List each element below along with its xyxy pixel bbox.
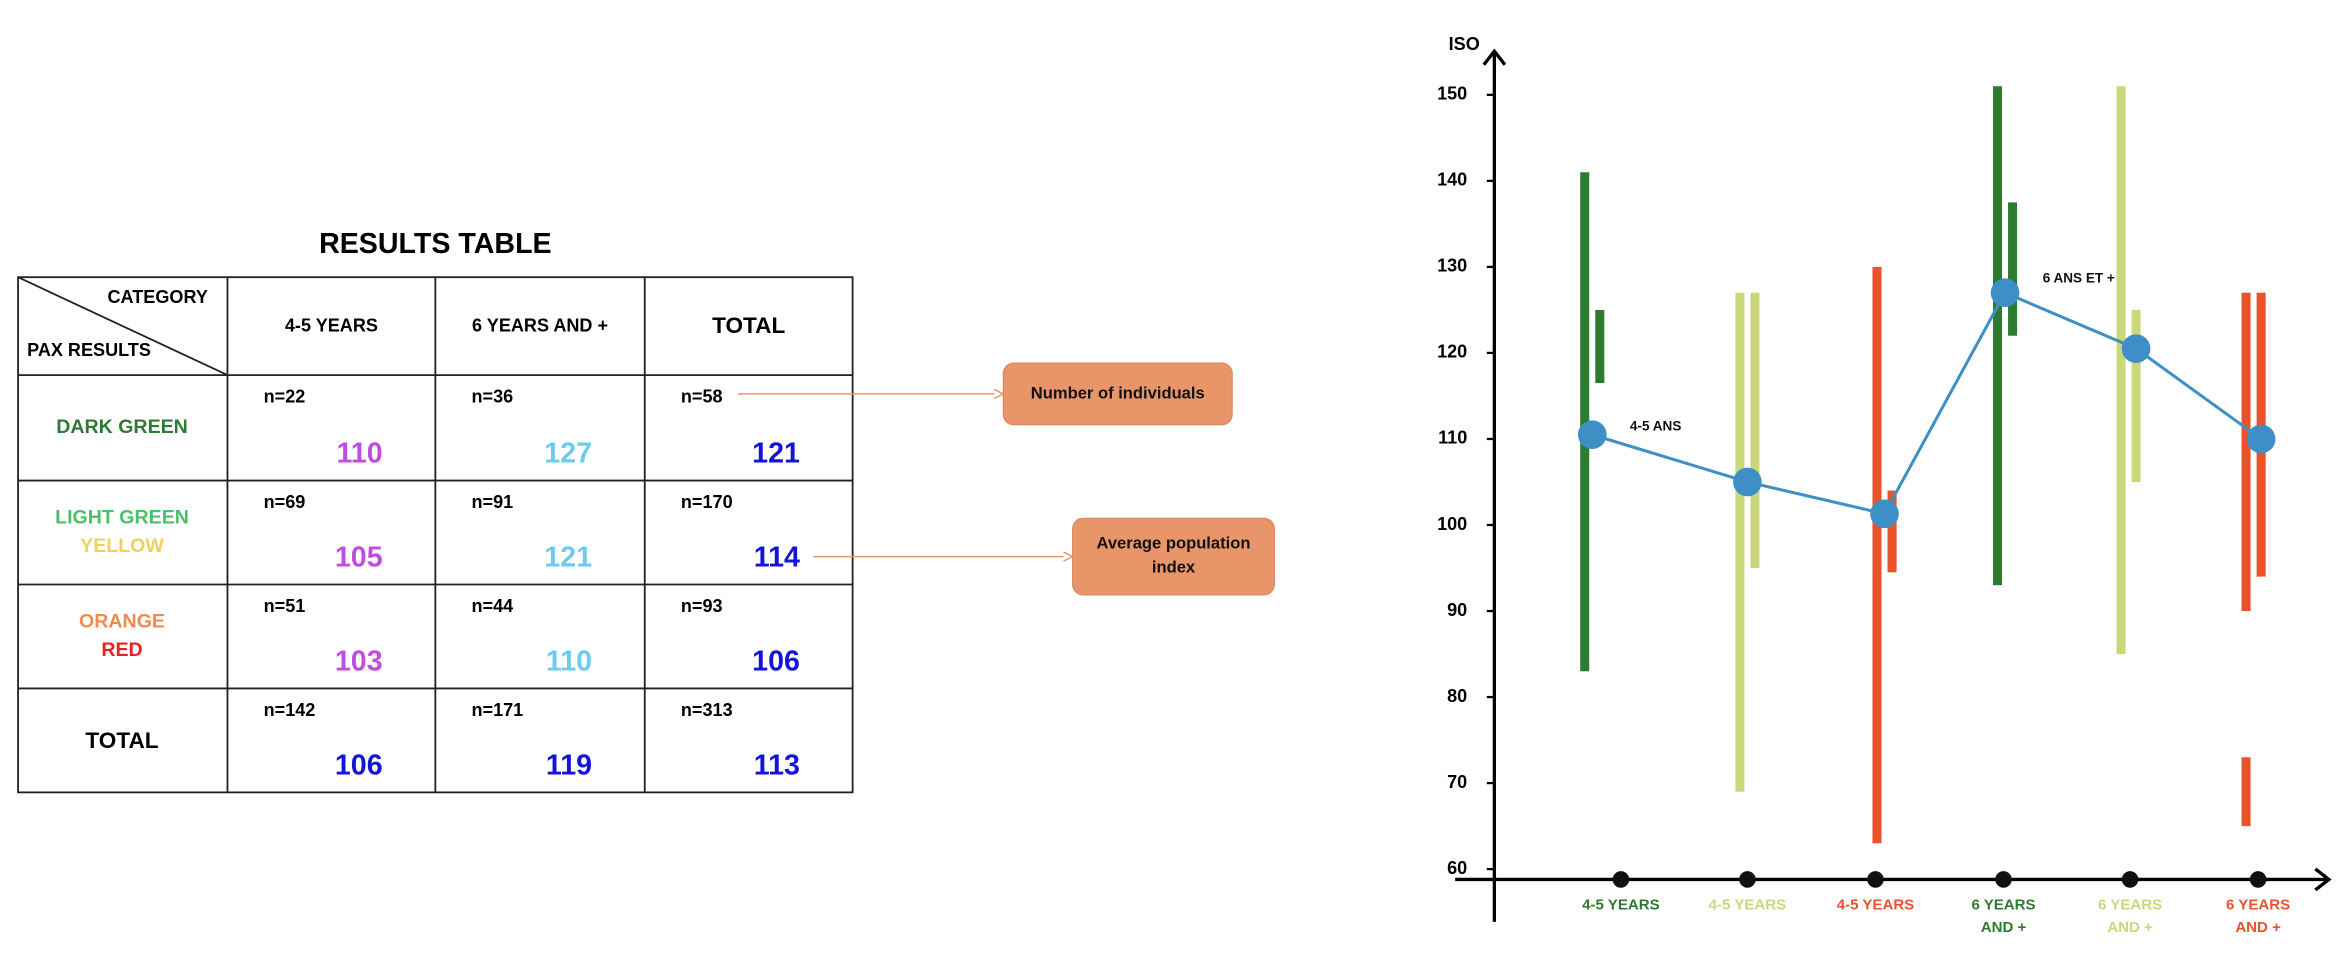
range-bar [1750, 292, 1760, 569]
cell-count: n=36 [472, 386, 514, 406]
cell-value: 119 [546, 749, 592, 781]
cell-count: n=170 [681, 492, 733, 512]
range-bar [1580, 172, 1590, 672]
mean-point [1990, 278, 2020, 308]
range-bar [1735, 292, 1745, 792]
x-tick-label: 6 YEARS [2226, 896, 2290, 913]
x-tick-label: 6 YEARS [1971, 896, 2035, 913]
row-label: YELLOW [80, 535, 164, 557]
cell-value: 121 [544, 541, 592, 573]
mean-point [1870, 499, 1899, 529]
range-bar [1872, 266, 1882, 844]
x-tick-dot [1995, 871, 2012, 888]
column-header: 6 YEARS AND + [472, 316, 608, 336]
x-tick-dot [1739, 871, 1756, 888]
y-tick-label: 60 [1447, 858, 1467, 878]
cell-value: 127 [544, 437, 592, 469]
row-label: TOTAL [85, 728, 158, 753]
column-header: 4-5 YEARS [285, 316, 378, 336]
mean-point [1577, 420, 1607, 449]
mean-point [1733, 467, 1762, 497]
range-bar [2008, 202, 2018, 336]
x-tick-label: 4-5 YEARS [1837, 896, 1915, 913]
cell-count: n=69 [264, 492, 306, 512]
y-axis-arrow [1482, 48, 1507, 66]
cell-count: n=58 [681, 386, 723, 406]
cell-value: 105 [335, 541, 383, 573]
mean-point [2246, 424, 2276, 454]
y-tick-label: 70 [1447, 772, 1467, 792]
callout-box [1002, 362, 1233, 426]
cell-count: n=313 [681, 700, 733, 720]
y-tick-label: 130 [1437, 256, 1467, 276]
y-tick-label: 110 [1438, 428, 1467, 448]
cell-count: n=91 [472, 492, 514, 512]
annotation: 6 ANS ET + [2043, 271, 2115, 286]
cell-count: n=142 [264, 700, 316, 720]
x-tick-label: 4-5 YEARS [1709, 896, 1787, 913]
cell-count: n=93 [681, 596, 723, 616]
y-tick-label: 90 [1447, 600, 1467, 620]
cell-value: 106 [335, 749, 383, 781]
x-tick-label: AND + [2235, 919, 2281, 936]
y-tick-label: 100 [1437, 514, 1467, 534]
cell-value: 103 [335, 645, 383, 677]
range-bar [1887, 490, 1897, 573]
row-label: LIGHT GREEN [55, 506, 189, 528]
x-tick-label: 4-5 YEARS [1582, 896, 1660, 913]
callout-arrow [993, 388, 1005, 400]
x-tick-label: 6 YEARS [2098, 896, 2162, 913]
cell-value: 106 [752, 645, 800, 677]
cell-count: n=51 [264, 596, 306, 616]
y-tick-label: 150 [1437, 84, 1467, 104]
row-label: ORANGE [79, 610, 165, 632]
cell-count: n=171 [472, 700, 524, 720]
y-tick-label: 80 [1447, 686, 1467, 706]
callout-arrow [1063, 551, 1075, 562]
x-tick-dot [2121, 871, 2139, 888]
cell-count: n=44 [472, 596, 514, 616]
x-axis-arrow [2314, 867, 2332, 892]
x-tick-dot [2249, 871, 2267, 888]
range-bar [2241, 292, 2251, 612]
table-title: RESULTS TABLE [319, 228, 552, 260]
row-label: DARK GREEN [56, 416, 188, 438]
mean-point [2121, 334, 2151, 363]
range-bar [2241, 757, 2251, 827]
y-tick-label: 120 [1437, 342, 1467, 362]
x-tick-dot [1612, 871, 1630, 888]
range-bar [2116, 249, 2126, 521]
corner-pax: PAX RESULTS [27, 340, 151, 360]
cell-value: 110 [336, 437, 382, 469]
cell-count: n=22 [264, 386, 306, 406]
cell-value: 113 [754, 749, 800, 781]
y-axis-label: ISO [1449, 34, 1480, 54]
corner-diagonal [17, 276, 228, 376]
row-label: RED [101, 639, 142, 661]
corner-category: CATEGORY [108, 287, 208, 307]
cell-value: 110 [546, 645, 592, 677]
range-bar [1595, 309, 1605, 384]
cell-value: 121 [752, 437, 800, 469]
cell-value: 114 [754, 541, 800, 573]
callout-text: Number of individuals [1031, 383, 1205, 402]
x-tick-label: AND + [1981, 919, 2027, 936]
x-tick-dot [1867, 871, 1884, 888]
callout-text: Average population index [1096, 534, 1250, 577]
mean-line [1591, 290, 2263, 516]
column-header: TOTAL [712, 313, 785, 338]
y-tick-label: 140 [1437, 170, 1467, 190]
annotation: 4-5 ANS [1630, 419, 1681, 434]
x-tick-label: AND + [2107, 919, 2153, 936]
range-bar [2131, 309, 2141, 482]
callout-box [1072, 517, 1275, 596]
range-bar [1992, 86, 2003, 586]
